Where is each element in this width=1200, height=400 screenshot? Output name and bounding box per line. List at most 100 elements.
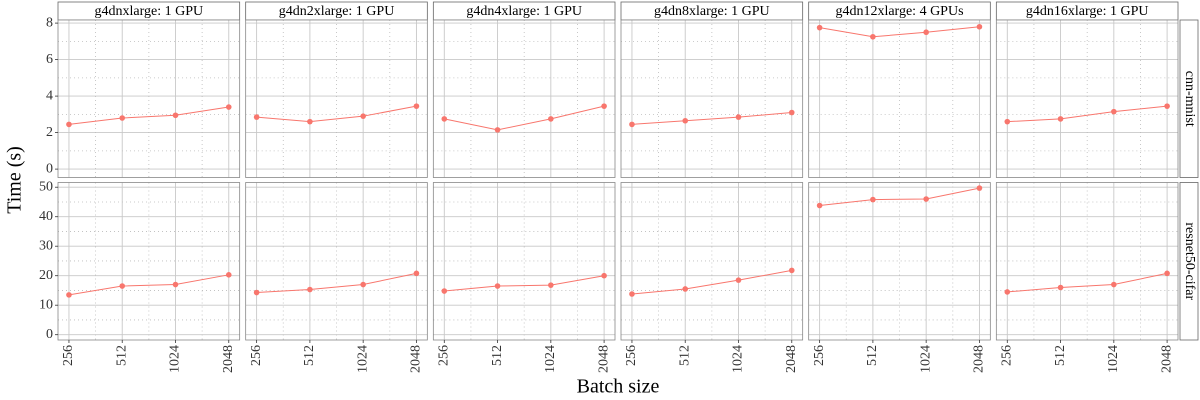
data-point [413,103,420,109]
column-label: g4dn16xlarge: 1 GPU [1026,4,1149,19]
series-line [1007,105,1168,123]
x-tick-label: 512 [490,345,505,366]
data-point [413,270,420,277]
data-point [601,272,607,279]
x-tick-label: 1024 [168,345,183,373]
x-tick-label: 2048 [409,345,424,373]
column-label: g4dn12xlarge: 4 GPUs [835,4,963,19]
panel [433,20,615,178]
panel-border [620,19,804,178]
y-tick-label: 20 [39,268,53,283]
panel-border [57,19,241,178]
data-point [629,291,635,297]
data-point [976,23,983,30]
column-label: g4dn2xlarge: 1 GPU [279,4,395,19]
y-tick-label: 8 [46,15,53,30]
data-point [870,33,876,40]
x-tick-label: 256 [624,345,639,366]
x-tick-label: 2048 [221,345,236,373]
data-point [172,281,179,288]
y-tick-label: 10 [39,297,53,312]
panel [245,182,428,340]
x-tick-label: 2048 [972,345,987,373]
y-axis-title: Time (s) [4,146,26,214]
data-point [682,286,689,292]
y-tick-label: 40 [39,209,53,224]
data-point [1004,289,1011,295]
panel-border [808,19,991,178]
data-point [1057,116,1064,122]
x-tick-label: 512 [1053,345,1068,366]
panel-border [432,182,616,341]
series-line [68,106,229,125]
y-tick-label: 0 [46,161,53,176]
x-tick-label: 256 [249,345,264,366]
data-point [788,109,795,116]
x-tick-label: 256 [812,345,827,366]
data-point [1004,118,1011,125]
panel-border [245,19,428,178]
x-tick-label: 512 [114,345,129,366]
series-line [819,26,980,38]
x-tick-label: 2048 [1159,345,1174,373]
panel [621,182,803,340]
data-point [494,127,501,133]
data-point [1111,281,1117,288]
data-point [307,118,313,125]
series-line [444,105,605,131]
data-point [119,283,126,289]
x-tick-label: 1024 [355,345,370,373]
strip [1179,182,1199,341]
panel-border [245,182,428,341]
y-tick-label: 50 [39,179,53,194]
data-point [682,117,689,124]
series-line [256,272,417,294]
y-tick-label: 6 [46,52,53,67]
series-line [631,269,792,295]
data-point [1164,270,1170,277]
strip [1179,19,1199,178]
x-tick-label: 2048 [784,345,799,373]
data-point [548,282,554,288]
data-point [976,185,983,191]
data-point [225,272,232,278]
x-tick-label: 256 [61,345,76,366]
panel-border [995,19,1179,178]
y-tick-label: 0 [46,327,53,342]
y-tick-label: 2 [46,125,53,140]
row-label: cnn-mnist [1182,71,1197,127]
panel [433,182,615,340]
data-point [307,286,313,293]
series-line [68,274,229,296]
data-point [816,202,823,209]
data-point [253,114,260,120]
x-tick-label: 512 [865,345,880,366]
data-point [816,24,823,31]
panel [808,20,991,178]
data-point [548,116,554,122]
data-point [172,112,179,119]
data-point [923,29,929,36]
x-tick-label: 2048 [596,345,611,373]
data-point [441,116,448,122]
data-point [1057,284,1064,291]
data-point [494,283,501,289]
data-point [66,121,72,128]
series-line [1007,272,1168,293]
series-line [256,105,417,123]
data-point [1111,108,1117,115]
series-line [819,187,980,207]
column-label: g4dnxlarge: 1 GPU [95,4,204,19]
panel-border [808,182,991,341]
panel [996,182,1178,340]
data-point [225,104,232,110]
panel [621,20,803,178]
data-point [788,267,795,274]
row-label: resnet50-cifar [1182,222,1197,300]
panel [58,20,240,178]
x-tick-label: 1024 [543,345,558,373]
data-point [923,196,929,202]
data-point [360,113,366,119]
data-point [735,277,742,283]
